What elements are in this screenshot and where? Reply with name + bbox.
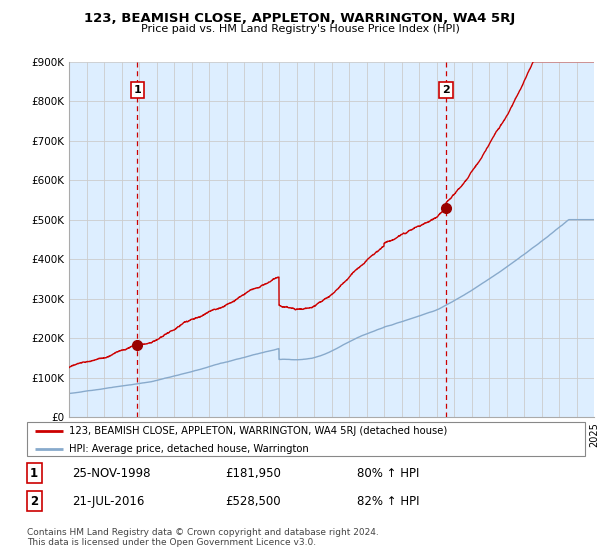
Text: 123, BEAMISH CLOSE, APPLETON, WARRINGTON, WA4 5RJ (detached house): 123, BEAMISH CLOSE, APPLETON, WARRINGTON… bbox=[69, 426, 447, 436]
Text: 25-NOV-1998: 25-NOV-1998 bbox=[72, 466, 151, 480]
Text: 80% ↑ HPI: 80% ↑ HPI bbox=[357, 466, 419, 480]
Text: £528,500: £528,500 bbox=[225, 494, 281, 508]
Text: 21-JUL-2016: 21-JUL-2016 bbox=[72, 494, 145, 508]
Text: 2: 2 bbox=[442, 85, 450, 95]
Text: 123, BEAMISH CLOSE, APPLETON, WARRINGTON, WA4 5RJ: 123, BEAMISH CLOSE, APPLETON, WARRINGTON… bbox=[85, 12, 515, 25]
Text: 2: 2 bbox=[30, 494, 38, 508]
Text: Contains HM Land Registry data © Crown copyright and database right 2024.
This d: Contains HM Land Registry data © Crown c… bbox=[27, 528, 379, 547]
Text: £181,950: £181,950 bbox=[225, 466, 281, 480]
Text: Price paid vs. HM Land Registry's House Price Index (HPI): Price paid vs. HM Land Registry's House … bbox=[140, 24, 460, 34]
Text: HPI: Average price, detached house, Warrington: HPI: Average price, detached house, Warr… bbox=[69, 444, 308, 454]
Text: 1: 1 bbox=[133, 85, 141, 95]
Text: 82% ↑ HPI: 82% ↑ HPI bbox=[357, 494, 419, 508]
Text: 1: 1 bbox=[30, 466, 38, 480]
